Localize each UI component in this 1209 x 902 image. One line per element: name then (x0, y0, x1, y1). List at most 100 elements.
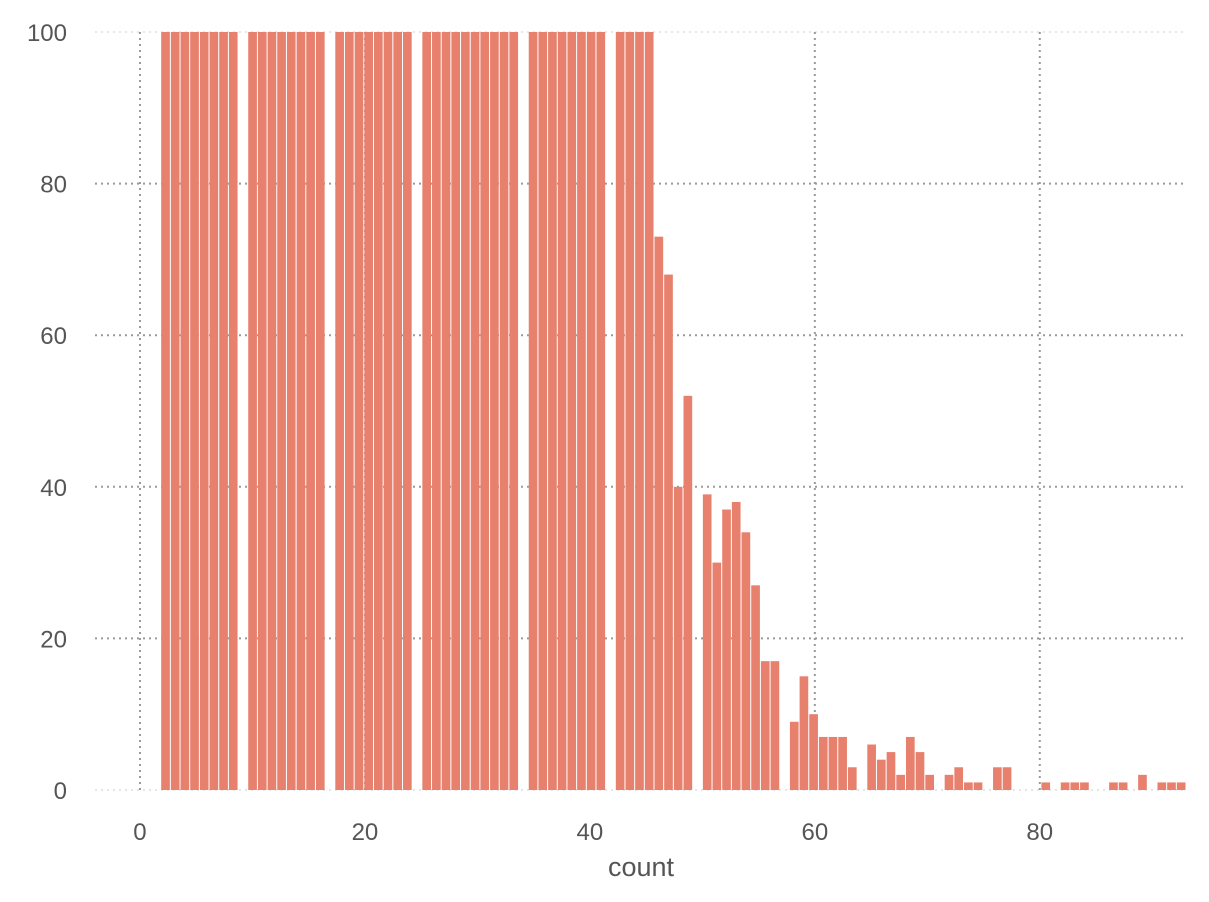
histogram-bar (306, 32, 315, 790)
histogram-bar (277, 32, 286, 790)
histogram-bar (741, 532, 751, 790)
histogram-bar (799, 676, 809, 790)
histogram-bar (809, 714, 818, 790)
histogram-bar (461, 32, 470, 790)
histogram-bar (1118, 782, 1128, 790)
histogram-bar (528, 32, 538, 790)
histogram-bar (499, 32, 509, 790)
x-tick-label: 60 (801, 819, 828, 846)
histogram-bar (248, 32, 257, 790)
histogram-bar (286, 32, 296, 790)
histogram-bar (480, 32, 490, 790)
histogram-bar (828, 736, 838, 790)
histogram-bar (577, 32, 586, 790)
histogram-bar (567, 32, 577, 790)
histogram-bar (847, 767, 857, 790)
histogram-bar (393, 32, 403, 790)
histogram-bar (432, 32, 441, 790)
histogram-bar (1138, 774, 1147, 790)
histogram-bar (161, 32, 170, 790)
histogram-bar (683, 395, 693, 790)
histogram-bar (973, 782, 983, 790)
histogram-bar (993, 767, 1002, 790)
histogram-bar (954, 767, 964, 790)
histogram-bar (228, 32, 238, 790)
x-tick-label: 20 (352, 819, 379, 846)
histogram-bar (383, 32, 393, 790)
histogram-bar (509, 32, 519, 790)
histogram-bar (751, 585, 760, 790)
histogram-bar (596, 32, 606, 790)
histogram-bar (267, 32, 277, 790)
histogram-bar (190, 32, 199, 790)
histogram-bar (702, 494, 712, 790)
histogram-bar (451, 32, 461, 790)
histogram-bar (925, 774, 935, 790)
histogram-bar (170, 32, 180, 790)
histogram-bar (876, 759, 886, 790)
y-tick-label: 0 (54, 778, 67, 805)
histogram-bar (635, 32, 644, 790)
y-tick-labels: 0 20 40 60 80 100 (27, 20, 67, 805)
histogram-bar (1109, 782, 1118, 790)
x-tick-label: 0 (133, 819, 146, 846)
histogram-bar (490, 32, 499, 790)
histogram-bar (944, 774, 954, 790)
histogram-bar (905, 736, 915, 790)
y-tick-label: 80 (40, 172, 67, 199)
histogram-bar (1157, 782, 1167, 790)
histogram-bar (470, 32, 480, 790)
histogram-bar (403, 32, 412, 790)
histogram-bar (789, 721, 799, 790)
histogram-bar (615, 32, 625, 790)
histogram-bar (867, 744, 876, 790)
histogram-bar (1080, 782, 1089, 790)
histogram-bar (818, 736, 828, 790)
histogram-bar (1060, 782, 1070, 790)
histogram-bar (1002, 767, 1012, 790)
x-axis-label: count (608, 852, 675, 882)
histogram-bar (722, 509, 731, 790)
histogram-bar (654, 236, 664, 790)
histogram-bar (838, 736, 847, 790)
histogram-bar (625, 32, 635, 790)
histogram-bar (1041, 782, 1051, 790)
x-tick-label: 80 (1026, 819, 1053, 846)
histogram-bar (422, 32, 432, 790)
histogram-bar (731, 501, 741, 790)
histogram-bar (886, 752, 896, 790)
histogram-bar (712, 562, 722, 790)
histogram-bar (964, 782, 973, 790)
histogram-bar (296, 32, 306, 790)
histogram-bar (441, 32, 451, 790)
histogram-bar (257, 32, 267, 790)
y-tick-label: 100 (27, 20, 67, 47)
histogram-bar (770, 661, 780, 790)
bars (161, 32, 1186, 790)
y-tick-label: 60 (40, 323, 67, 350)
histogram-bar (364, 32, 373, 790)
histogram-bar (335, 32, 344, 790)
x-tick-label: 40 (577, 819, 604, 846)
histogram-bar (1167, 782, 1176, 790)
histogram-bar (760, 661, 770, 790)
y-tick-label: 20 (40, 626, 67, 653)
histogram-bar (344, 32, 354, 790)
histogram-bar (1070, 782, 1080, 790)
histogram-bar (548, 32, 557, 790)
histogram-bar (557, 32, 567, 790)
histogram-bar (664, 274, 673, 790)
histogram-bar (673, 486, 683, 790)
histogram-bar (199, 32, 209, 790)
histogram-bar (896, 774, 905, 790)
histogram-bar (180, 32, 190, 790)
histogram-bar (373, 32, 383, 790)
histogram-bar (219, 32, 228, 790)
histogram-bar (209, 32, 219, 790)
histogram-bar (538, 32, 548, 790)
histogram-bar (644, 32, 654, 790)
histogram-bar (586, 32, 596, 790)
x-tick-labels: 0 20 40 60 80 (133, 819, 1053, 846)
